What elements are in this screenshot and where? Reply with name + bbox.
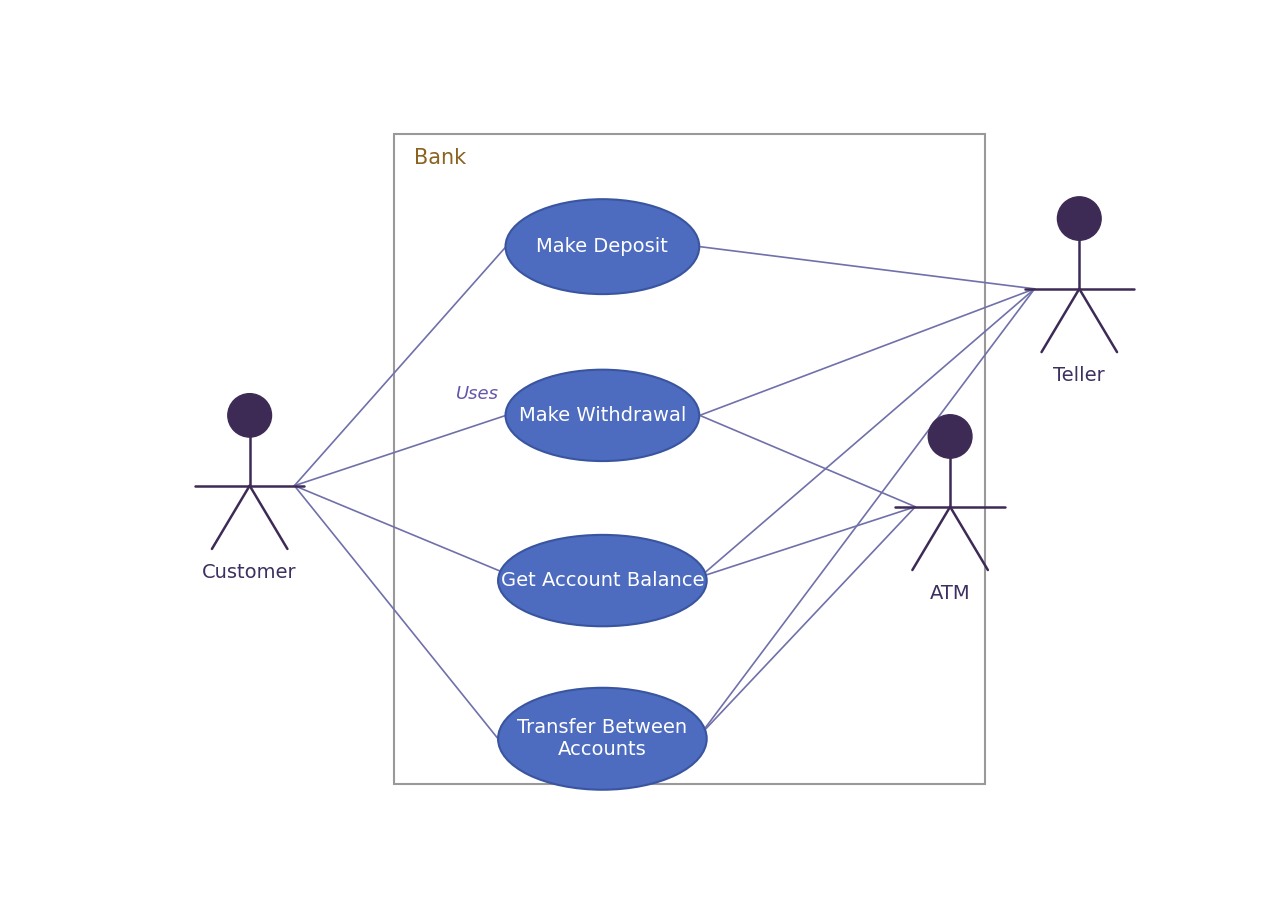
Text: Bank: Bank — [414, 148, 465, 168]
Text: Get Account Balance: Get Account Balance — [501, 571, 704, 590]
Ellipse shape — [505, 199, 699, 294]
Text: Uses: Uses — [456, 385, 499, 404]
Text: Make Deposit: Make Deposit — [536, 237, 668, 257]
Text: Customer: Customer — [203, 563, 297, 582]
FancyBboxPatch shape — [394, 134, 985, 784]
Ellipse shape — [228, 394, 272, 437]
Ellipse shape — [1058, 197, 1101, 240]
Text: Transfer Between
Accounts: Transfer Between Accounts — [518, 719, 687, 760]
Text: ATM: ATM — [929, 584, 970, 603]
Ellipse shape — [505, 370, 699, 461]
Text: Teller: Teller — [1054, 366, 1105, 385]
Ellipse shape — [928, 415, 972, 458]
Ellipse shape — [499, 535, 706, 626]
Text: Make Withdrawal: Make Withdrawal — [519, 406, 686, 425]
Ellipse shape — [499, 687, 706, 790]
